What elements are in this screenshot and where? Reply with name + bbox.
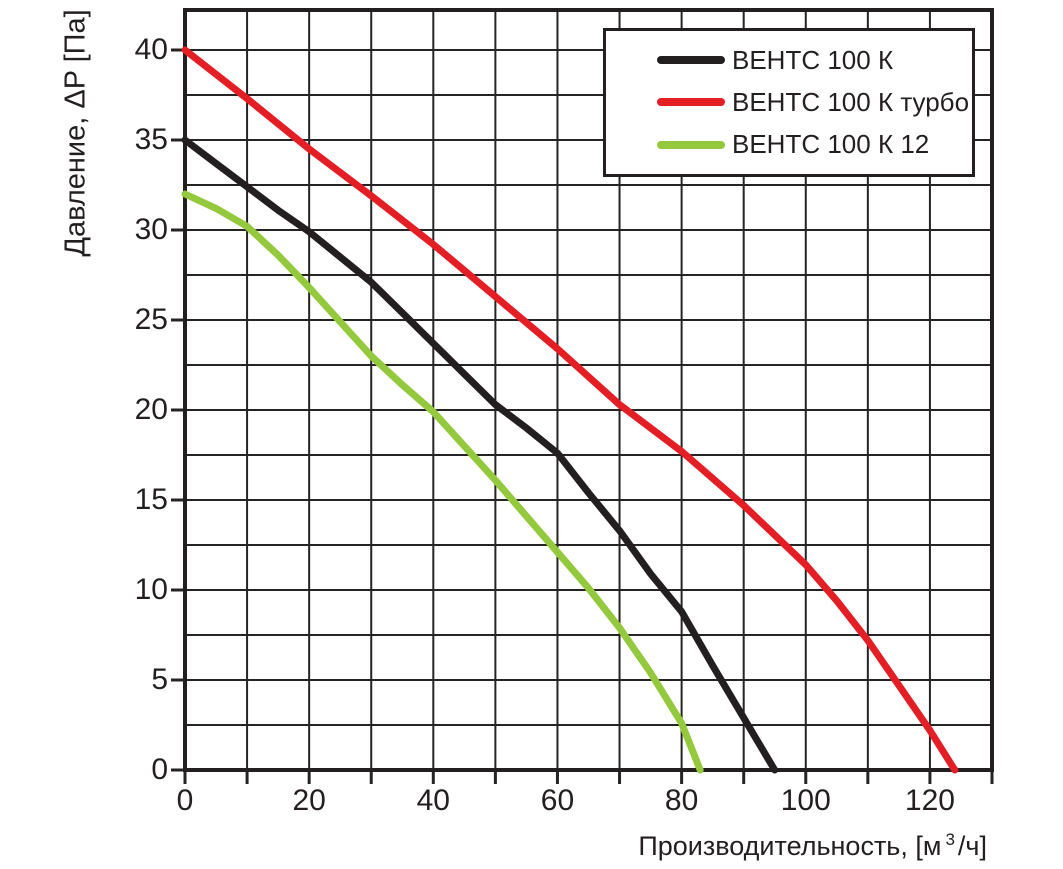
y-tick-label: 35 [134,123,168,156]
legend-line-sample-red [657,98,725,107]
legend-line-sample-black [657,56,725,65]
x-axis-title: Производительность, [м 3/ч] [638,830,987,862]
x-tick-label: 40 [416,784,450,817]
x-axis-title-prefix: Производительность, [м [638,831,942,861]
legend-label: ВЕНТС 100 К [732,44,894,75]
y-tick-label: 25 [134,303,168,336]
plot-frame [183,8,994,772]
x-tick-label: 60 [540,784,575,817]
x-tick-label: 20 [292,784,326,817]
curve-series-1 [181,46,959,774]
x-tick-label: 0 [176,784,194,817]
x-tick-label: 120 [904,784,955,817]
y-axis-title: Давление, ΔP [Па] [59,9,92,257]
legend-line-sample-green [657,140,725,149]
x-axis-title-superscript: 3 [945,830,955,849]
legend-label: ВЕНТС 100 К турбо [732,86,970,117]
y-tick-label: 30 [134,213,168,246]
x-tick-label: 80 [664,784,699,817]
x-tick-label: 100 [780,784,831,817]
legend-label: ВЕНТС 100 К 12 [732,129,930,160]
legend: ВЕНТС 100 К ВЕНТС 100 К турбо ВЕНТС 100 … [603,28,975,177]
x-axis-title-suffix: /ч] [957,831,987,861]
curve-series-0 [181,136,779,774]
legend-item-vents-100-k-turbo: ВЕНТС 100 К турбо [657,86,970,118]
y-tick-label: 10 [134,573,168,606]
curve-series-2 [181,190,704,774]
y-tick-label: 20 [134,393,168,426]
y-tick-label: 15 [134,483,168,516]
legend-item-vents-100-k-12: ВЕНТС 100 К 12 [657,129,966,160]
y-tick-label: 40 [134,33,168,66]
y-tick-label: 5 [151,663,168,696]
legend-item-vents-100-k: ВЕНТС 100 К [657,45,966,76]
y-tick-label: 0 [151,753,168,786]
